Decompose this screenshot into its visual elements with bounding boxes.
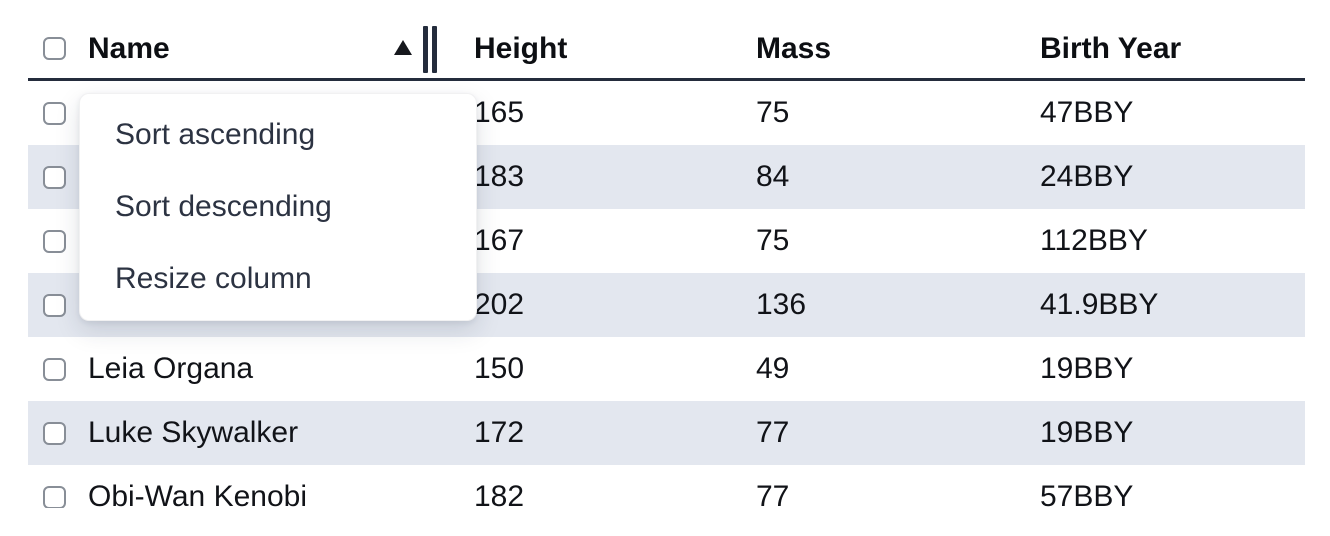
cell-birth-year: 24BBY <box>1040 160 1134 193</box>
cell-birth-year: 19BBY <box>1040 352 1134 385</box>
header-cell-name[interactable]: Name <box>75 19 460 78</box>
cell-name: Leia Organa <box>88 352 254 385</box>
header-cell-height[interactable]: Height <box>460 19 742 78</box>
cell-mass: 136 <box>756 288 807 321</box>
row-checkbox[interactable] <box>43 357 66 381</box>
cell-name: Obi-Wan Kenobi <box>88 480 307 508</box>
row-checkbox[interactable] <box>43 229 66 253</box>
cell-mass: 77 <box>756 416 790 449</box>
row-checkbox[interactable] <box>43 485 66 508</box>
column-label-height: Height <box>474 31 568 65</box>
cell-height: 172 <box>474 416 525 449</box>
header-cell-mass[interactable]: Mass <box>742 19 1026 78</box>
row-checkbox[interactable] <box>43 421 66 445</box>
row-checkbox[interactable] <box>43 101 66 125</box>
cell-name: Luke Skywalker <box>88 416 299 449</box>
menu-item-sort-ascending[interactable]: Sort ascending <box>115 118 316 151</box>
column-label-birth-year: Birth Year <box>1040 31 1182 65</box>
cell-height: 150 <box>474 352 525 385</box>
cell-height: 202 <box>474 288 525 321</box>
column-resize-handle-icon[interactable] <box>423 26 437 73</box>
cell-mass: 77 <box>756 480 790 508</box>
cell-birth-year: 112BBY <box>1040 224 1148 257</box>
table-row[interactable]: Leia Organa 150 49 19BBY <box>28 337 1305 401</box>
cell-height: 165 <box>474 96 525 129</box>
cell-height: 183 <box>474 160 525 193</box>
cell-birth-year: 19BBY <box>1040 416 1134 449</box>
row-checkbox[interactable] <box>43 165 66 189</box>
sort-ascending-icon[interactable] <box>394 40 412 55</box>
column-context-menu: Sort ascending Sort descending Resize co… <box>79 93 477 321</box>
column-label-mass: Mass <box>756 31 832 65</box>
column-label-name: Name <box>88 31 170 65</box>
select-all-checkbox[interactable] <box>43 37 66 60</box>
row-checkbox[interactable] <box>43 293 66 317</box>
cell-mass: 75 <box>756 96 790 129</box>
header-cell-select <box>28 19 75 78</box>
menu-item-sort-descending[interactable]: Sort descending <box>115 190 332 223</box>
cell-mass: 75 <box>756 224 790 257</box>
table-header-row: Name Height Mass Birth Year <box>28 19 1305 81</box>
cell-height: 182 <box>474 480 525 508</box>
cell-birth-year: 47BBY <box>1040 96 1134 129</box>
header-cell-birth-year[interactable]: Birth Year <box>1026 19 1305 78</box>
cell-height: 167 <box>474 224 525 257</box>
cell-birth-year: 41.9BBY <box>1040 288 1159 321</box>
cell-mass: 84 <box>756 160 790 193</box>
cell-mass: 49 <box>756 352 790 385</box>
menu-item-resize-column[interactable]: Resize column <box>115 262 312 295</box>
table-row[interactable]: Luke Skywalker 172 77 19BBY <box>28 401 1305 465</box>
table-row[interactable]: Obi-Wan Kenobi 182 77 57BBY <box>28 465 1305 508</box>
cell-birth-year: 57BBY <box>1040 480 1134 508</box>
